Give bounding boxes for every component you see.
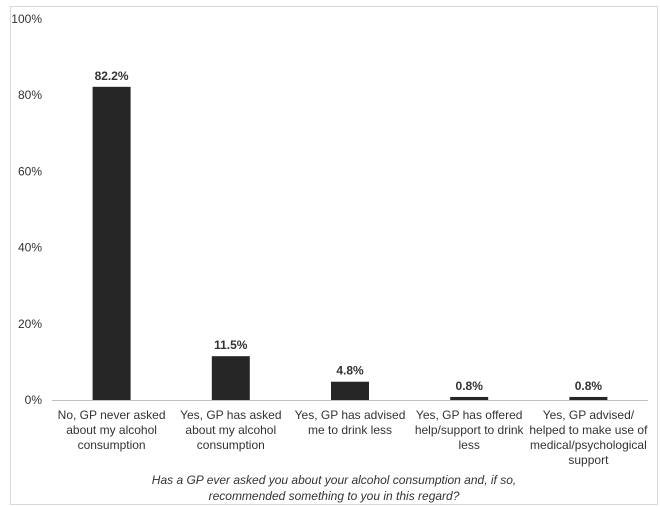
data-label: 4.8% bbox=[336, 364, 364, 378]
data-label: 0.8% bbox=[575, 379, 603, 393]
x-category-label: Yes, GP has offered help/support to drink… bbox=[415, 408, 525, 452]
y-tick-label: 20% bbox=[18, 317, 42, 331]
data-label: 0.8% bbox=[456, 379, 484, 393]
data-label: 82.2% bbox=[95, 69, 129, 83]
chart-frame bbox=[10, 6, 658, 505]
bar bbox=[450, 396, 489, 400]
bar bbox=[569, 396, 608, 400]
x-axis-title: Has a GP ever asked you about your alcoh… bbox=[152, 473, 516, 503]
bar bbox=[331, 381, 369, 400]
x-category-label: Yes, GP has advised me to drink less bbox=[295, 408, 406, 437]
y-tick-label: 80% bbox=[18, 88, 42, 102]
y-tick-label: 40% bbox=[18, 241, 42, 255]
y-tick-label: 100% bbox=[11, 12, 42, 26]
bar bbox=[92, 86, 131, 401]
x-category-label: Yes, GP advised/helped to make use of med… bbox=[529, 408, 648, 467]
x-category-label: No, GP never asked about my alcohol consum… bbox=[58, 408, 166, 452]
y-tick-label: 60% bbox=[18, 164, 42, 178]
data-label: 11.5% bbox=[214, 338, 248, 352]
bar bbox=[211, 356, 250, 400]
y-tick-label: 0% bbox=[25, 393, 43, 407]
x-category-label: Yes, GP has asked about my alcohol consump… bbox=[180, 408, 281, 452]
